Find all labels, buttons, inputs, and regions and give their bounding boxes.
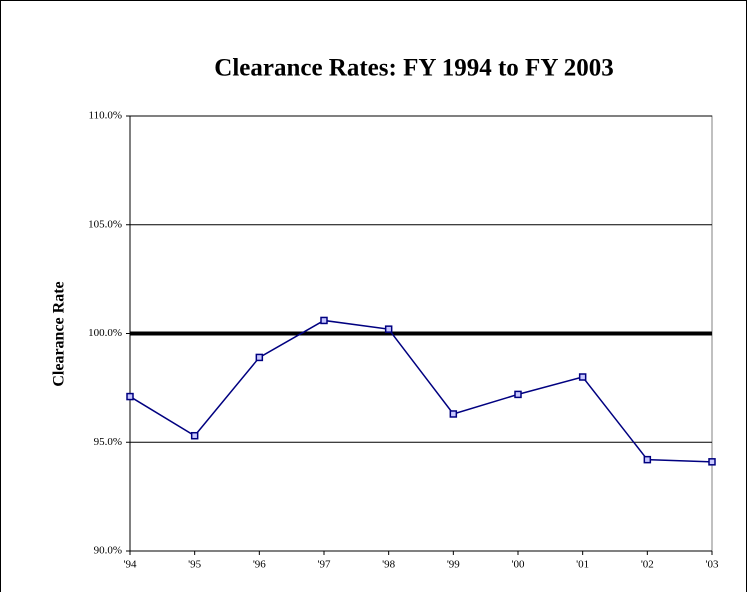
- x-tick-label: '01: [576, 559, 589, 571]
- chart-title: Clearance Rates: FY 1994 to FY 2003: [214, 55, 613, 82]
- data-marker: [643, 455, 652, 464]
- x-tick-label: '94: [124, 559, 137, 571]
- y-tick-label: 105.0%: [88, 218, 122, 230]
- data-marker: [578, 373, 587, 381]
- x-tick-label: '98: [382, 559, 395, 571]
- y-tick-label: 90.0%: [94, 545, 122, 557]
- y-axis-label: Clearance Rate: [51, 281, 68, 386]
- data-marker: [190, 431, 199, 440]
- x-tick-label: '95: [188, 559, 201, 571]
- y-tick-label: 95.0%: [94, 436, 122, 448]
- x-tick-label: '99: [447, 559, 460, 571]
- y-tick-label: 110.0%: [88, 110, 122, 122]
- data-marker: [449, 410, 458, 418]
- data-marker: [384, 325, 393, 333]
- x-tick-label: '03: [706, 559, 719, 571]
- x-tick-label: '02: [641, 559, 654, 571]
- data-marker: [320, 316, 328, 325]
- data-line: [129, 319, 713, 463]
- data-marker: [255, 353, 264, 362]
- y-tick-label: 100.0%: [88, 327, 122, 339]
- data-marker: [708, 458, 716, 466]
- data-marker: [126, 392, 134, 401]
- data-marker: [514, 390, 522, 399]
- x-tick-label: '96: [253, 559, 266, 571]
- x-tick-label: '97: [318, 559, 331, 571]
- x-tick-label: '00: [512, 559, 525, 571]
